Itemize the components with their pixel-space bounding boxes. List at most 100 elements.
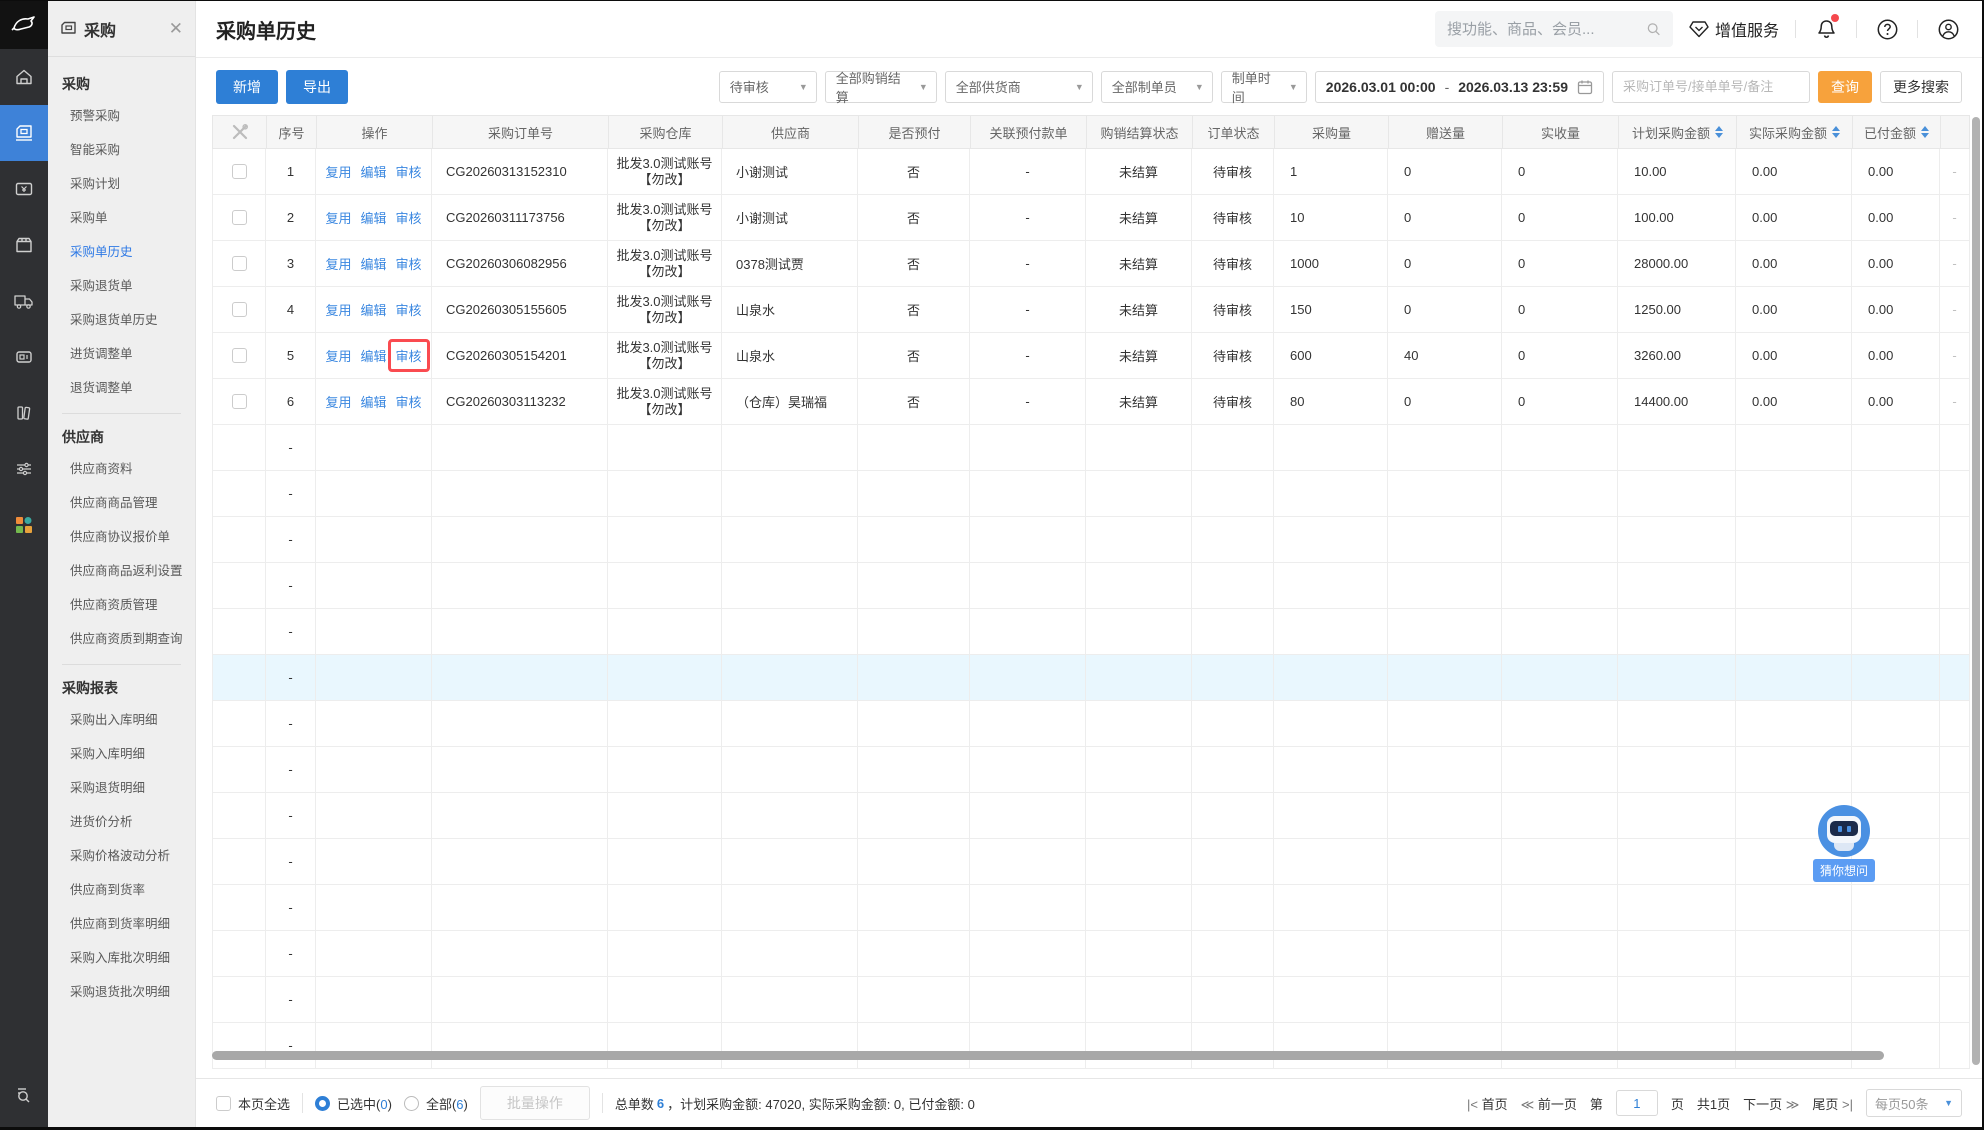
select-all-checkbox[interactable]: [216, 1095, 231, 1111]
vertical-scrollbar[interactable]: [1972, 117, 1980, 1065]
batch-operation-button[interactable]: 批量操作: [479, 1086, 590, 1120]
action-link-复用[interactable]: 复用: [325, 257, 352, 272]
robot-icon[interactable]: [1818, 805, 1870, 857]
row-checkbox[interactable]: [231, 256, 247, 271]
all-radio[interactable]: 全部(6): [403, 1094, 468, 1113]
ai-assistant[interactable]: 猜你想问: [1809, 805, 1879, 882]
column-header-实际采购金额[interactable]: 实际采购金额: [1737, 116, 1853, 148]
global-search-input[interactable]: [1446, 20, 1646, 38]
sidebar-item-采购退货单历史[interactable]: 采购退货单历史: [70, 313, 158, 327]
help-icon[interactable]: [1873, 15, 1901, 43]
sidebar-item-预警采购[interactable]: 预警采购: [70, 109, 121, 123]
page-number-input[interactable]: [1615, 1090, 1658, 1116]
filter-select-3[interactable]: 全部制单员 ▼: [1100, 70, 1213, 103]
sidebar-item-供应商商品返利设置[interactable]: 供应商商品返利设置: [70, 564, 183, 578]
account-avatar-icon[interactable]: [1934, 15, 1962, 43]
action-link-审核[interactable]: 审核: [395, 257, 422, 272]
sidebar-item-退货调整单[interactable]: 退货调整单: [70, 381, 133, 395]
value-added-services[interactable]: 增值服务: [1689, 17, 1779, 41]
sidebar-item-采购计划[interactable]: 采购计划: [70, 177, 121, 191]
action-link-审核[interactable]: 审核: [395, 349, 422, 364]
row-checkbox[interactable]: [231, 210, 247, 225]
action-link-复用[interactable]: 复用: [325, 395, 352, 410]
action-link-复用[interactable]: 复用: [325, 165, 352, 180]
sidebar-item-供应商到货率明细[interactable]: 供应商到货率明细: [70, 917, 171, 931]
column-header-已付金额[interactable]: 已付金额: [1853, 116, 1941, 148]
sidebar-item-进货调整单[interactable]: 进货调整单: [70, 347, 133, 361]
filter-select-0[interactable]: 待审核 ▼: [718, 70, 817, 103]
rail-product-icon[interactable]: [0, 217, 48, 273]
sidebar-item-采购退货明细[interactable]: 采购退货明细: [70, 781, 146, 795]
action-link-编辑[interactable]: 编辑: [360, 165, 387, 180]
query-button[interactable]: 查询: [1818, 70, 1872, 103]
filter-select-1[interactable]: 全部购销结算 ▼: [824, 70, 937, 105]
last-page-button[interactable]: 尾页 >|: [1812, 1096, 1853, 1112]
rail-apps-icon[interactable]: [0, 497, 48, 553]
rail-settings-icon[interactable]: [0, 441, 48, 497]
action-link-编辑[interactable]: 编辑: [360, 395, 387, 410]
sidebar-item-采购单[interactable]: 采购单: [70, 211, 108, 225]
horizontal-scrollbar[interactable]: [212, 1051, 1884, 1060]
selected-radio[interactable]: 已选中(0): [315, 1094, 392, 1113]
rail-home-icon[interactable]: [0, 49, 48, 105]
prev-page-button[interactable]: ≪ 前一页: [1520, 1096, 1577, 1112]
sort-icon[interactable]: [1715, 126, 1723, 138]
sidebar-item-采购退货单[interactable]: 采购退货单: [70, 279, 133, 293]
sidebar-item-采购入库明细[interactable]: 采购入库明细: [70, 747, 146, 761]
sidebar-item-采购单历史[interactable]: 采购单历史: [70, 245, 133, 259]
sidebar-item-采购入库批次明细[interactable]: 采购入库批次明细: [70, 951, 171, 965]
notifications-bell-icon[interactable]: [1812, 14, 1840, 43]
close-icon[interactable]: ✕: [168, 19, 183, 38]
action-link-编辑[interactable]: 编辑: [360, 349, 387, 364]
sidebar-item-采购出入库明细[interactable]: 采购出入库明细: [70, 713, 158, 727]
sidebar-item-供应商资质到期查询[interactable]: 供应商资质到期查询: [70, 632, 183, 646]
rail-delivery-icon[interactable]: [0, 273, 48, 329]
export-button[interactable]: 导出: [286, 69, 348, 104]
select-all-page[interactable]: 本页全选: [216, 1094, 290, 1113]
sidebar-item-进货价分析[interactable]: 进货价分析: [70, 815, 133, 829]
date-range-picker[interactable]: 2026.03.01 00:00 - 2026.03.13 23:59: [1314, 70, 1604, 103]
sidebar-item-智能采购[interactable]: 智能采购: [70, 143, 121, 157]
sidebar-item-供应商协议报价单[interactable]: 供应商协议报价单: [70, 530, 171, 544]
sidebar-item-采购退货批次明细[interactable]: 采购退货批次明细: [70, 985, 171, 999]
action-link-复用[interactable]: 复用: [325, 211, 352, 226]
action-link-编辑[interactable]: 编辑: [360, 257, 387, 272]
sidebar-item-供应商商品管理[interactable]: 供应商商品管理: [70, 496, 158, 510]
selected-radio-button[interactable]: [315, 1095, 331, 1111]
sidebar-item-供应商资质管理[interactable]: 供应商资质管理: [70, 598, 158, 612]
all-radio-button[interactable]: [403, 1095, 419, 1111]
sort-icon[interactable]: [1832, 126, 1840, 138]
filter-select-4[interactable]: 制单时间 ▼: [1220, 70, 1307, 105]
rail-search-icon[interactable]: [0, 1073, 48, 1117]
page-size-select[interactable]: 每页50条 ▼: [1866, 1089, 1962, 1117]
action-link-审核[interactable]: 审核: [395, 165, 422, 180]
sort-icon[interactable]: [1921, 126, 1929, 138]
sidebar-item-供应商资料[interactable]: 供应商资料: [70, 462, 133, 476]
row-checkbox[interactable]: [231, 348, 247, 363]
more-search-button[interactable]: 更多搜索: [1880, 70, 1962, 103]
filter-select-2[interactable]: 全部供货商 ▼: [944, 70, 1093, 103]
rail-procurement-icon[interactable]: [0, 105, 48, 161]
rail-finance-icon[interactable]: [0, 161, 48, 217]
action-link-复用[interactable]: 复用: [325, 349, 352, 364]
action-link-复用[interactable]: 复用: [325, 303, 352, 318]
action-link-审核[interactable]: 审核: [395, 395, 422, 410]
action-link-编辑[interactable]: 编辑: [360, 303, 387, 318]
sidebar-item-供应商到货率[interactable]: 供应商到货率: [70, 883, 146, 897]
row-checkbox[interactable]: [231, 394, 247, 409]
rail-pos-icon[interactable]: [0, 329, 48, 385]
order-search-input[interactable]: [1612, 70, 1810, 103]
rail-catalog-icon[interactable]: [0, 385, 48, 441]
row-checkbox[interactable]: [231, 302, 247, 317]
column-settings-icon[interactable]: [213, 116, 267, 148]
action-link-审核[interactable]: 审核: [395, 211, 422, 226]
add-button[interactable]: 新增: [216, 69, 278, 104]
action-link-编辑[interactable]: 编辑: [360, 211, 387, 226]
first-page-button[interactable]: |< 首页: [1467, 1096, 1508, 1112]
row-checkbox[interactable]: [231, 164, 247, 179]
sidebar-item-采购价格波动分析[interactable]: 采购价格波动分析: [70, 849, 171, 863]
action-link-审核[interactable]: 审核: [395, 303, 422, 318]
column-header-计划采购金额[interactable]: 计划采购金额: [1619, 116, 1737, 148]
global-search[interactable]: [1434, 11, 1673, 47]
brand-logo[interactable]: [0, 1, 48, 49]
